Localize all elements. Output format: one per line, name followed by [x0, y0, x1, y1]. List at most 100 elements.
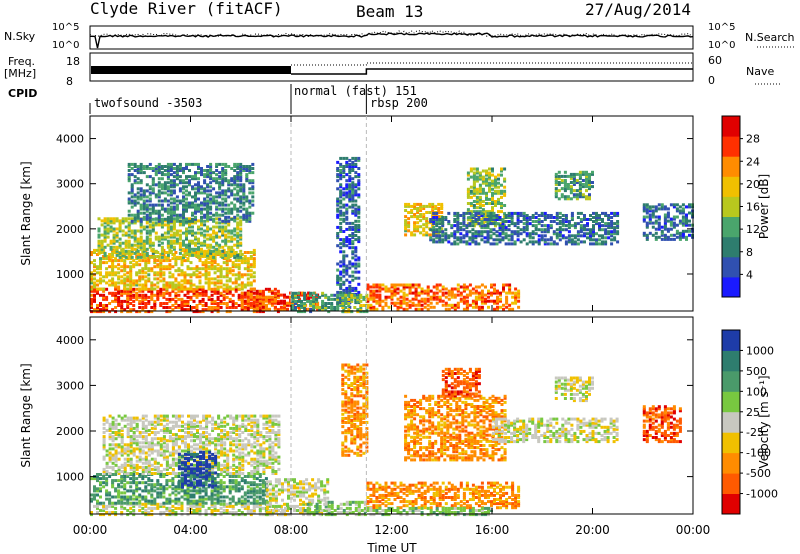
echo-cell [481, 218, 485, 222]
echo-cell [172, 179, 176, 183]
echo-cell [111, 511, 115, 514]
echo-cell [486, 226, 490, 230]
echo-cell [145, 195, 149, 199]
echo-cell [142, 167, 146, 170]
echo-cell [162, 475, 166, 478]
echo-cell [588, 181, 591, 184]
echo-cell [111, 291, 115, 295]
echo-cell [109, 225, 113, 229]
echo-cell [555, 222, 559, 226]
echo-cell [540, 238, 544, 242]
echo-cell [402, 299, 406, 303]
echo-cell [435, 234, 439, 238]
echo-cell [197, 171, 200, 175]
echo-cell [228, 511, 232, 514]
echo-cell [121, 241, 125, 245]
echo-cell [165, 297, 169, 301]
echo-cell [132, 509, 136, 512]
echo-cell [114, 506, 118, 510]
echo-cell [505, 297, 509, 301]
echo-cell [212, 255, 216, 259]
echo-cell [236, 233, 240, 237]
echo-cell [127, 177, 131, 181]
echo-cell [204, 265, 208, 269]
echo-cell [245, 213, 249, 217]
echo-cell [108, 291, 112, 295]
echo-cell [174, 511, 178, 514]
echo-cell [228, 285, 232, 289]
echo-cell [109, 239, 113, 243]
echo-cell [273, 305, 277, 309]
echo-cell [218, 249, 222, 253]
echo-cell [663, 221, 667, 225]
echo-cell [342, 211, 346, 215]
echo-cell [402, 293, 406, 297]
echo-cell [157, 177, 161, 181]
echo-cell [166, 173, 170, 177]
echo-cell [192, 287, 196, 291]
echo-cell [233, 179, 237, 183]
echo-cell [203, 187, 207, 191]
echo-cell [585, 174, 588, 178]
echo-cell [136, 177, 140, 181]
echo-cell [215, 173, 219, 177]
echo-cell [192, 487, 196, 491]
echo-cell [93, 477, 96, 481]
echo-cell [514, 301, 518, 305]
echo-cell [162, 259, 166, 263]
echo-cell [148, 215, 152, 219]
echo-cell [312, 291, 316, 295]
echo-cell [675, 235, 679, 239]
echo-cell [218, 201, 222, 205]
echo-cell [516, 230, 520, 234]
echo-cell [209, 181, 213, 185]
echo-cell [172, 185, 176, 189]
echo-cell [252, 306, 256, 309]
echo-cell [243, 504, 247, 508]
echo-cell [516, 218, 520, 221]
echo-cell [381, 305, 385, 309]
echo-cell [465, 234, 469, 238]
echo-cell [186, 475, 190, 478]
echo-cell [172, 225, 176, 229]
echo-cell [348, 227, 352, 231]
echo-cell [466, 202, 470, 205]
echo-cell [345, 266, 349, 270]
echo-cell [99, 279, 102, 283]
echo-cell [342, 175, 346, 179]
echo-cell [359, 304, 363, 307]
echo-cell [120, 475, 124, 478]
echo-cell [203, 239, 207, 243]
echo-cell [613, 222, 617, 226]
echo-cell [130, 199, 134, 203]
echo-cell [133, 193, 137, 197]
echo-cell [188, 241, 191, 245]
echo-cell [154, 209, 158, 213]
echo-cell [485, 179, 488, 183]
echo-cell [180, 259, 184, 263]
echo-cell [154, 249, 158, 253]
echo-cell [233, 215, 237, 219]
echo-cell [186, 499, 190, 503]
echo-cell [117, 297, 121, 301]
echo-cell [111, 253, 115, 256]
echo-cell [345, 156, 349, 160]
echo-cell [504, 220, 508, 223]
echo-cell [127, 253, 131, 257]
echo-cell [186, 295, 190, 299]
echo-cell [552, 242, 556, 246]
echo-cell [432, 211, 436, 215]
echo-cell [213, 287, 217, 291]
echo-cell [255, 299, 259, 303]
echo-cell [100, 243, 104, 247]
echo-cell [348, 175, 352, 179]
echo-cell [492, 216, 496, 219]
echo-cell [477, 230, 481, 234]
echo-cell [666, 227, 670, 231]
echo-cell [345, 221, 349, 225]
echo-cell [249, 511, 253, 514]
echo-cell [171, 304, 175, 307]
echo-cell [198, 281, 202, 285]
echo-cell [390, 285, 394, 289]
echo-cell [537, 214, 541, 217]
